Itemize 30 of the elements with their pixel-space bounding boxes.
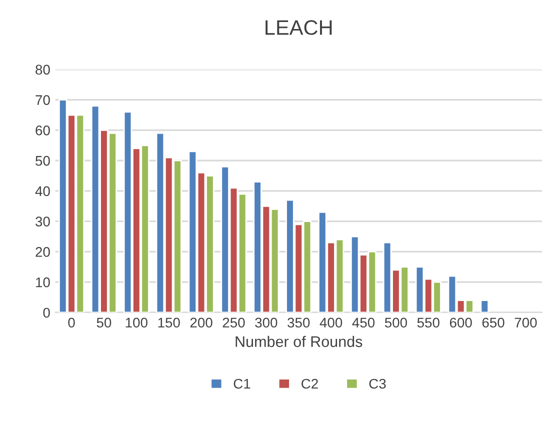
legend-label: C2 <box>302 378 318 389</box>
x-tick-label: 650 <box>482 318 504 328</box>
y-tick-label: 40 <box>35 186 50 196</box>
x-tick-label: 50 <box>96 318 112 328</box>
y-tick-label: 10 <box>36 277 50 288</box>
x-tick-label: 550 <box>417 318 440 328</box>
y-tick-label: 70 <box>36 95 50 105</box>
x-tick-label: 0 <box>68 318 75 328</box>
x-tick-label: 700 <box>514 318 537 328</box>
chart-title: LEACH <box>266 20 332 35</box>
x-axis-title: Number of Rounds <box>236 336 362 348</box>
x-tick-label: 400 <box>320 318 342 328</box>
y-tick-label: 80 <box>36 64 50 75</box>
y-tick-label: 30 <box>36 216 50 227</box>
y-tick-label: 60 <box>36 126 50 136</box>
x-tick-label: 250 <box>222 318 245 328</box>
x-tick-label: 600 <box>450 318 472 328</box>
x-tick-label: 500 <box>384 318 407 328</box>
x-tick-label: 350 <box>288 318 310 328</box>
x-tick-label: 200 <box>190 318 212 328</box>
legend-label: C1 <box>234 378 250 389</box>
x-tick-label: 300 <box>255 318 278 328</box>
bar <box>480 300 489 312</box>
x-tick-label: 100 <box>126 318 148 328</box>
y-tick-label: 20 <box>36 247 50 257</box>
y-tick-label: 50 <box>36 156 50 166</box>
x-tick-label: 150 <box>158 318 180 328</box>
legend-label: C3 <box>369 378 386 389</box>
x-tick-label: 450 <box>352 318 375 328</box>
y-tick-label: 0 <box>43 308 50 318</box>
